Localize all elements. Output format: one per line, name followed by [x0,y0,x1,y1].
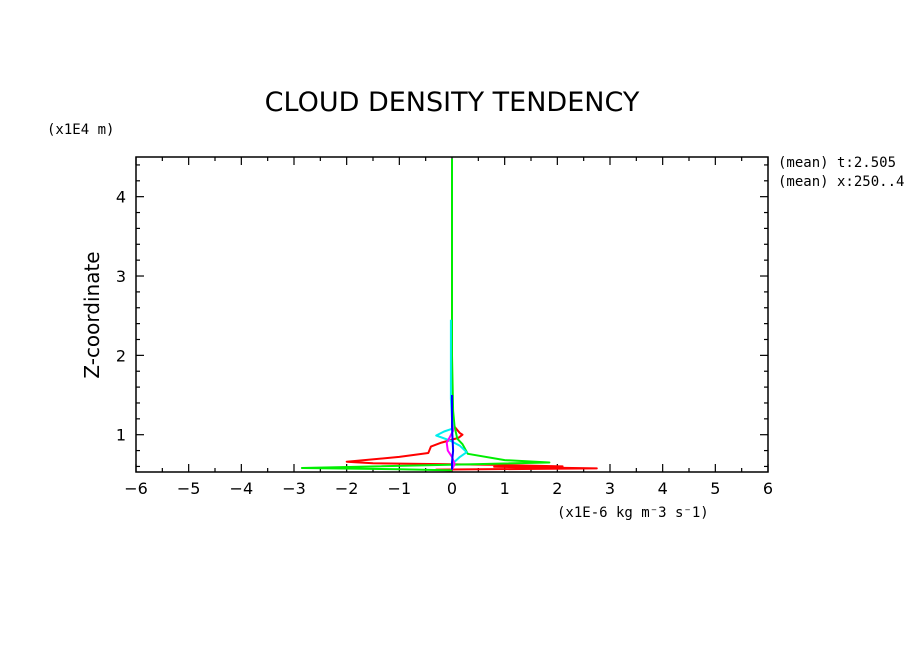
y-axis-title: Z-coordinate [80,251,104,378]
x-tick-label: −4 [230,479,254,498]
x-tick-label: 0 [447,479,457,498]
x-tick-label: −3 [282,479,306,498]
x-tick-label: −5 [177,479,201,498]
series-line-0 [345,418,598,472]
y-tick-label: 2 [116,346,126,365]
x-tick-label: 4 [658,479,668,498]
series-layer [300,158,598,472]
x-tick-label: 2 [552,479,562,498]
y-tick-label: 4 [116,188,126,207]
annotation-mean-x: (mean) x:250..4 [778,174,904,190]
x-tick-label: −2 [335,479,359,498]
x-tick-label: 6 [763,479,773,498]
series-line-2 [435,319,468,470]
y-tick-label: 3 [116,267,126,286]
y-tick-label: 1 [116,426,126,445]
x-tick-label: 3 [605,479,615,498]
series-line-1 [300,158,551,472]
chart-title: CLOUD DENSITY TENDENCY [265,87,640,118]
plot-frame [135,156,769,473]
x-tick-label: −6 [124,479,148,498]
x-tick-label: 1 [500,479,510,498]
x-unit-label: (x1E-6 kg m⁻3 s⁻1) [557,505,709,521]
annotation-mean-t: (mean) t:2.505 [778,155,896,171]
ticks-layer: −6 −5 −4 −3 −2 −1 0 1 2 3 4 5 6 1 2 3 4 [116,157,773,498]
y-unit-label: (x1E4 m) [47,122,114,138]
x-tick-label: −1 [388,479,412,498]
series-line-4 [451,395,455,470]
x-tick-label: 5 [710,479,720,498]
